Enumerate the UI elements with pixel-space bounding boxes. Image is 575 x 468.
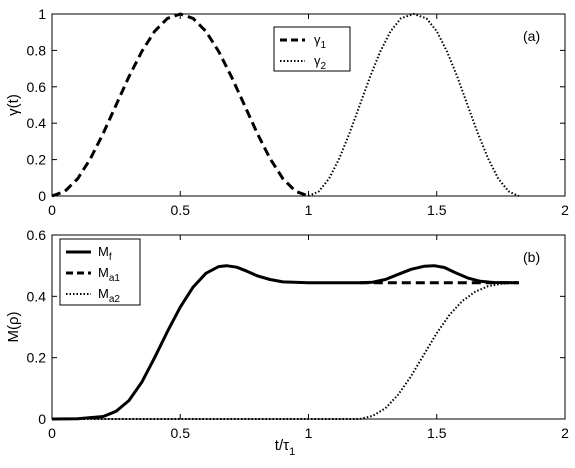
x-tick-label-a: 0.5	[171, 202, 191, 218]
series-line-γ1	[51, 12, 310, 198]
x-tick-label-a: 2	[561, 202, 569, 218]
y-tick-label-a: 0.6	[27, 79, 47, 95]
tick-group-b: 0 0.5 1 1.5 2 0 0.2 0.4 0.6	[27, 227, 570, 441]
x-tick-label-b: 1	[305, 425, 313, 441]
legend-label-gamma1: γ1	[314, 32, 327, 51]
y-tick-label-b: 0.4	[27, 288, 47, 304]
y-axis-label-a: γ(t)	[5, 94, 22, 116]
legend-box-a	[273, 26, 351, 72]
y-tick-label-b: 0.2	[27, 350, 47, 366]
legend-b: Mf Ma1 Ma2	[59, 238, 141, 306]
series-line-γ2	[308, 13, 520, 197]
series-group-a	[51, 12, 520, 198]
panel-b: 0 0.5 1 1.5 2 0 0.2 0.4 0.6 M(ρ) t/τ1 (b) Mf Ma1…	[5, 227, 569, 458]
y-axis-label-b: M(ρ)	[5, 311, 22, 342]
legend-label-gamma2: γ2	[314, 53, 327, 72]
x-tick-label-a: 0	[48, 202, 56, 218]
series-line-ma2	[52, 281, 519, 420]
series-group-b	[51, 264, 519, 421]
y-tick-label-a: 0.8	[27, 42, 47, 58]
x-tick-label-b: 0	[48, 425, 56, 441]
x-tick-label-b: 0.5	[171, 425, 191, 441]
y-tick-label-a: 0.2	[27, 152, 47, 168]
panel-a: 0 0.5 1 1.5 2 0 0.2 0.4 0.6 0.8 1 γ(t) (a) γ1 γ2	[5, 6, 569, 218]
y-tick-label-b: 0	[38, 411, 46, 427]
series-line-mf	[51, 264, 519, 421]
y-tick-label-a: 0	[38, 188, 46, 204]
x-tick-label-b: 2	[561, 425, 569, 441]
x-tick-label-a: 1	[305, 202, 313, 218]
panel-label-a: (a)	[523, 28, 540, 44]
tick-group-a: 0 0.5 1 1.5 2 0 0.2 0.4 0.6 0.8 1	[27, 6, 570, 218]
legend-label-ma2: Ma2	[98, 286, 120, 305]
y-tick-label-a: 0.4	[27, 115, 47, 131]
x-tick-label-a: 1.5	[427, 202, 447, 218]
x-axis-label-b: t/τ1	[275, 437, 295, 458]
y-tick-label-b: 0.6	[27, 227, 47, 243]
legend-a: γ1 γ2	[273, 26, 351, 72]
x-tick-label-b: 1.5	[427, 425, 447, 441]
legend-label-mf: Mf	[98, 244, 112, 263]
y-tick-label-a: 1	[38, 6, 46, 22]
legend-label-ma1: Ma1	[98, 265, 120, 284]
panel-label-b: (b)	[523, 249, 540, 265]
